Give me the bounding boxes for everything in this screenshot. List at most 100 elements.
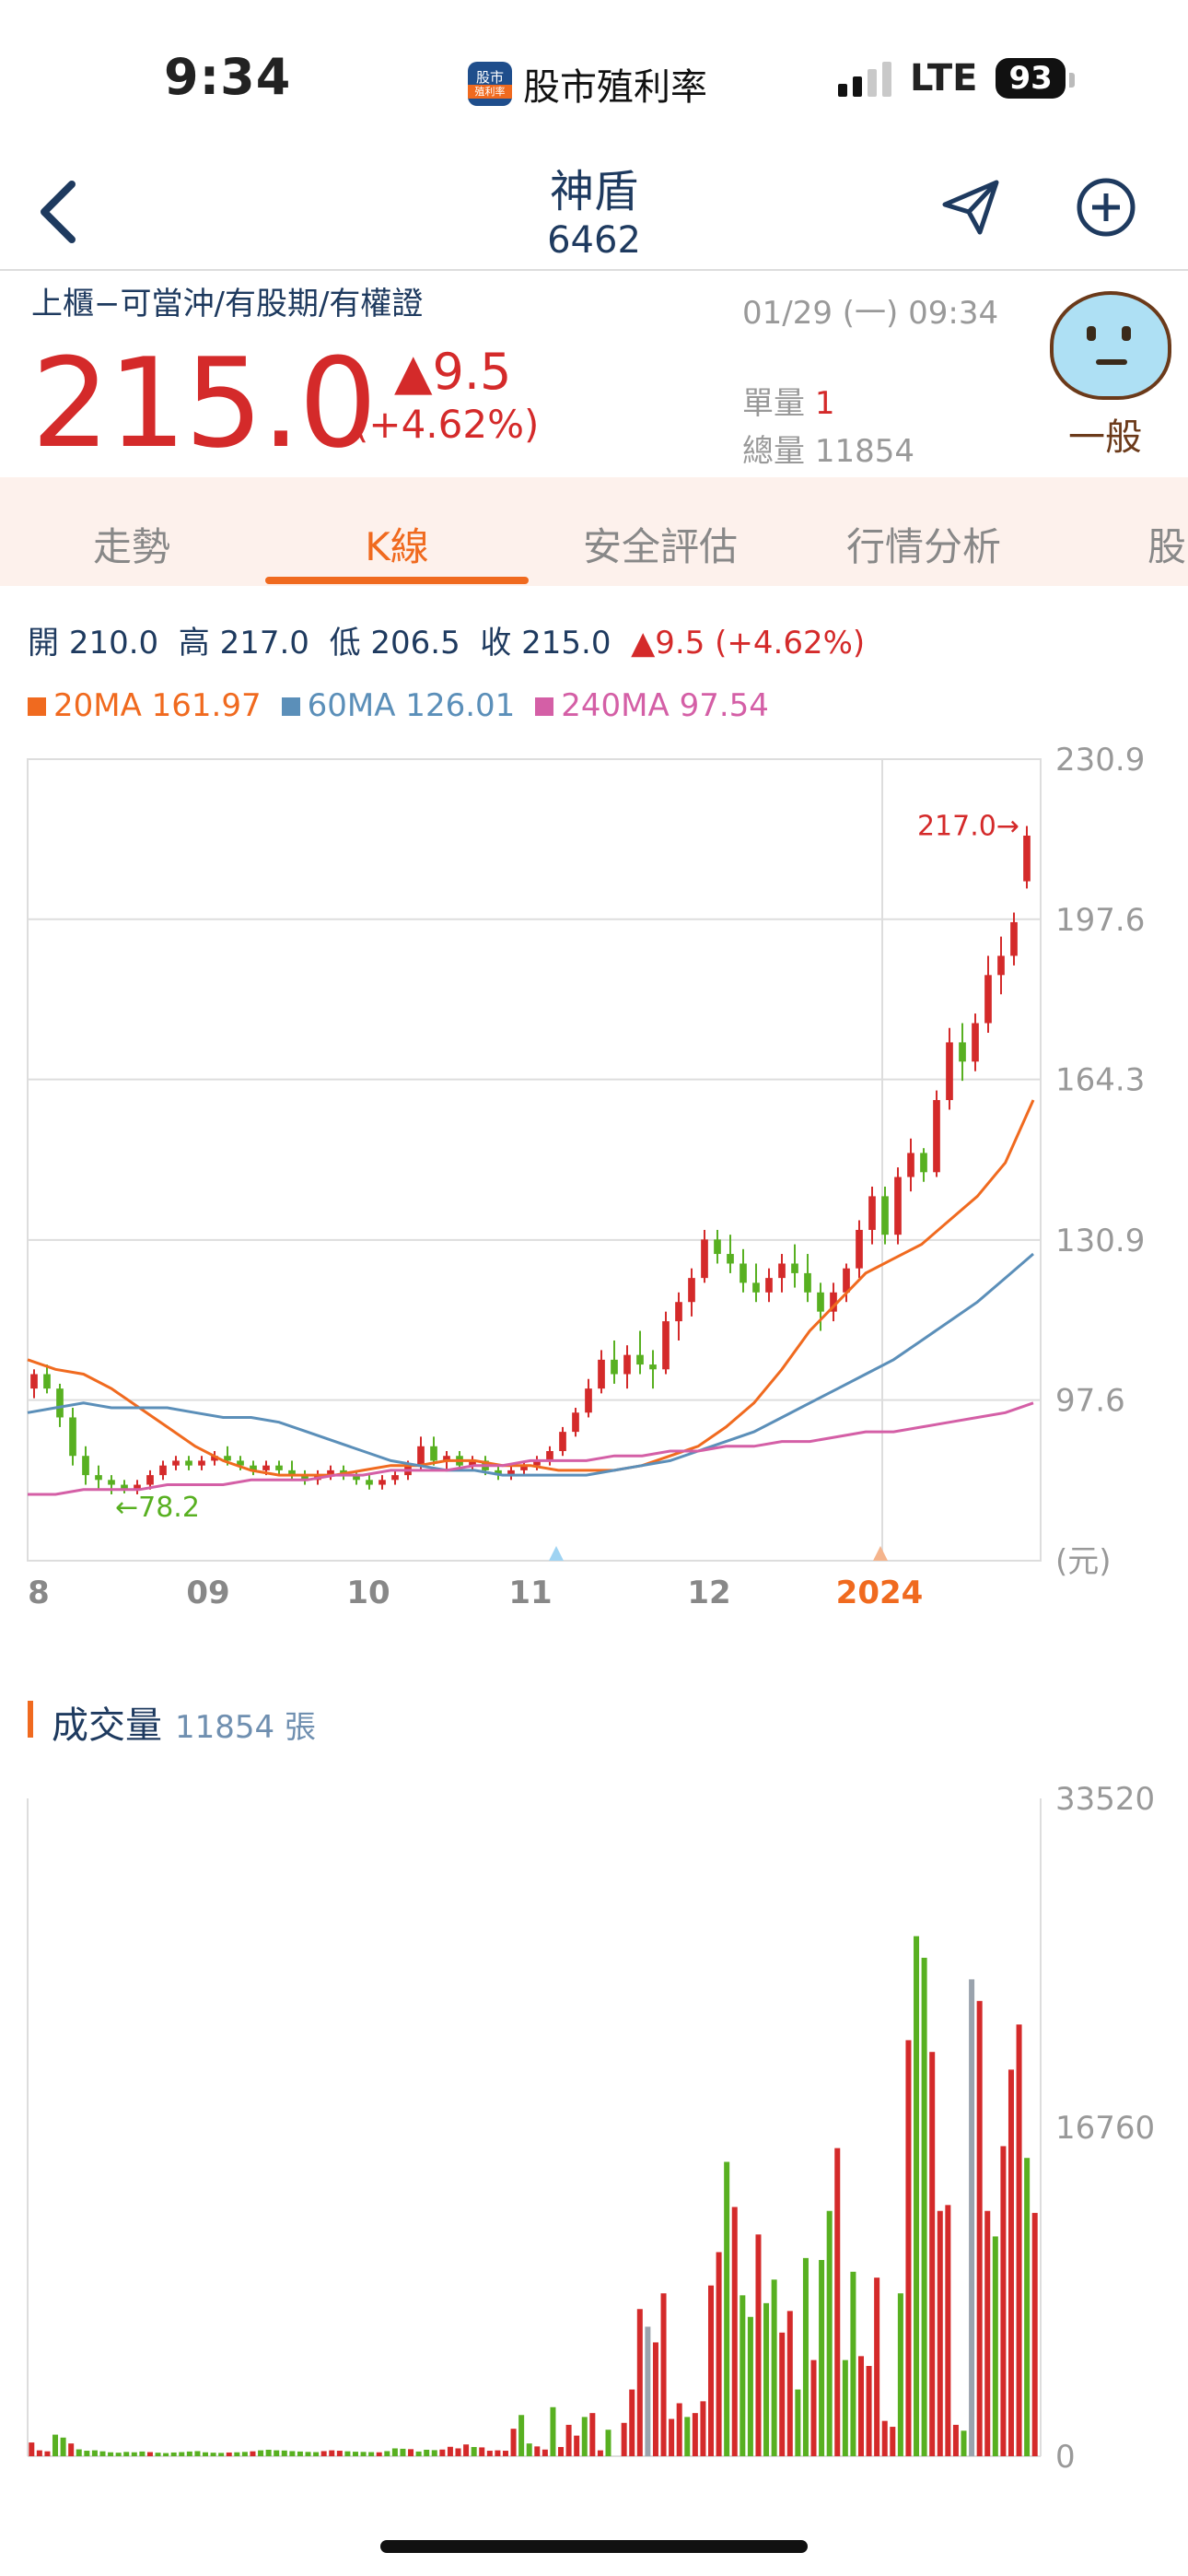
volume-bar xyxy=(463,2444,470,2456)
low-value: 206.5 xyxy=(370,625,460,662)
open-label: 開 xyxy=(28,625,59,662)
volume-header: 成交量 11854 張 xyxy=(28,1695,316,1749)
volume-bar xyxy=(984,2210,991,2456)
candle-body xyxy=(881,1196,889,1235)
volume-bar xyxy=(486,2451,493,2456)
volume-bar xyxy=(455,2448,461,2456)
volume-bar xyxy=(1000,2146,1007,2456)
tab-kline[interactable]: K線 xyxy=(365,524,429,569)
total-volume-value: 11854 xyxy=(814,433,914,470)
volume-bar xyxy=(360,2452,367,2456)
candle-body xyxy=(984,975,992,1024)
volume-bar xyxy=(802,2257,809,2456)
volume-bar xyxy=(170,2452,177,2456)
candle-body xyxy=(95,1475,102,1481)
volume-bar xyxy=(320,2451,327,2456)
candle-body xyxy=(30,1374,38,1389)
candle-body xyxy=(920,1153,927,1173)
share-icon[interactable] xyxy=(939,175,1004,240)
sentiment-face-icon[interactable] xyxy=(1050,291,1171,400)
volume-bar xyxy=(447,2446,453,2456)
volume-bar xyxy=(115,2453,122,2456)
volume-bar xyxy=(123,2452,130,2456)
volume-bar xyxy=(961,2430,967,2456)
volume-bar xyxy=(763,2302,770,2456)
candle-body xyxy=(533,1460,541,1466)
volume-bar xyxy=(724,2161,730,2456)
ma240-legend: 240MA 97.54 xyxy=(535,687,769,724)
signal-icon xyxy=(838,60,891,97)
candle-body xyxy=(585,1388,592,1413)
close-label: 收 xyxy=(480,625,512,662)
add-watchlist-icon[interactable] xyxy=(1074,175,1138,240)
candle-body xyxy=(1023,835,1031,882)
volume-bar xyxy=(368,2452,375,2456)
low-label: 低 xyxy=(329,625,361,662)
plot-frame xyxy=(27,758,1042,1562)
volume-bar xyxy=(203,2452,209,2456)
candle-body xyxy=(159,1465,167,1476)
volume-bar xyxy=(274,2450,280,2456)
candle-body xyxy=(366,1480,373,1485)
ma-line-20ma xyxy=(27,1099,1035,1477)
candle-body xyxy=(701,1239,708,1279)
volume-bar xyxy=(526,2443,532,2456)
volume-bar xyxy=(344,2451,351,2456)
volume-chart[interactable]: 33520 16760 0 xyxy=(0,1778,1188,2469)
y-unit-label: (元) xyxy=(1055,1543,1112,1580)
volume-y-tick-label: 33520 xyxy=(1055,1781,1155,1818)
candle-body xyxy=(288,1469,296,1476)
candle-body xyxy=(933,1100,940,1173)
single-volume-label: 單量 xyxy=(742,385,805,422)
volume-bar xyxy=(68,2443,75,2456)
volume-bar xyxy=(645,2326,651,2456)
volume-bar xyxy=(179,2452,185,2456)
nav-divider xyxy=(0,269,1188,271)
app-icon-bottom-text: 殖利率 xyxy=(468,84,512,99)
candle-body xyxy=(379,1480,386,1485)
candle-body xyxy=(520,1465,528,1470)
volume-bar xyxy=(131,2452,137,2456)
candle-body xyxy=(391,1475,399,1481)
candle-body xyxy=(778,1263,786,1279)
tab-more[interactable]: 股 xyxy=(1147,524,1187,569)
candle-body xyxy=(817,1292,824,1312)
kline-chart[interactable]: 230.9 197.6 164.3 130.9 97.6 (元) 8 09 10 11 12 2024… xyxy=(0,737,1188,1640)
back-chevron-icon[interactable] xyxy=(31,175,87,249)
candle-body xyxy=(727,1254,734,1264)
sentiment-label: 一般 xyxy=(1068,416,1142,459)
volume-bar xyxy=(218,2453,225,2456)
candle-body xyxy=(611,1359,618,1375)
single-volume: 單量 1 xyxy=(742,378,834,423)
volume-bar xyxy=(550,2406,556,2456)
volume-bar xyxy=(329,2450,335,2456)
volume-bar xyxy=(281,2450,287,2456)
candle-body xyxy=(688,1278,695,1303)
volume-bar xyxy=(155,2453,161,2456)
volume-y-tick-label: 0 xyxy=(1055,2439,1076,2469)
volume-bar xyxy=(108,2452,114,2456)
ma-legend: 20MA 161.97 60MA 126.01 240MA 97.54 xyxy=(28,687,769,724)
candle-body xyxy=(275,1465,283,1470)
tab-analysis[interactable]: 行情分析 xyxy=(845,524,1001,569)
single-volume-value: 1 xyxy=(814,385,835,422)
volume-bar xyxy=(1007,2069,1014,2456)
candle-body xyxy=(134,1484,141,1490)
volume-bar xyxy=(881,2420,888,2456)
price-change: ▲9.5 xyxy=(394,343,512,401)
candle-body xyxy=(623,1354,631,1375)
total-volume-label: 總量 xyxy=(742,433,805,470)
volume-bar xyxy=(897,2293,903,2456)
volume-bar xyxy=(439,2449,446,2456)
candle-body xyxy=(559,1432,566,1452)
candle-body xyxy=(69,1417,76,1457)
volume-bar xyxy=(60,2437,66,2456)
y-tick-label: 130.9 xyxy=(1055,1223,1145,1259)
candle-body xyxy=(82,1456,89,1476)
candle-body xyxy=(43,1374,51,1389)
tab-trend[interactable]: 走勢 xyxy=(92,524,170,569)
tab-safety[interactable]: 安全評估 xyxy=(582,524,738,569)
volume-bar xyxy=(186,2451,192,2456)
volume-bar xyxy=(146,2452,153,2456)
volume-bar xyxy=(786,2311,793,2456)
